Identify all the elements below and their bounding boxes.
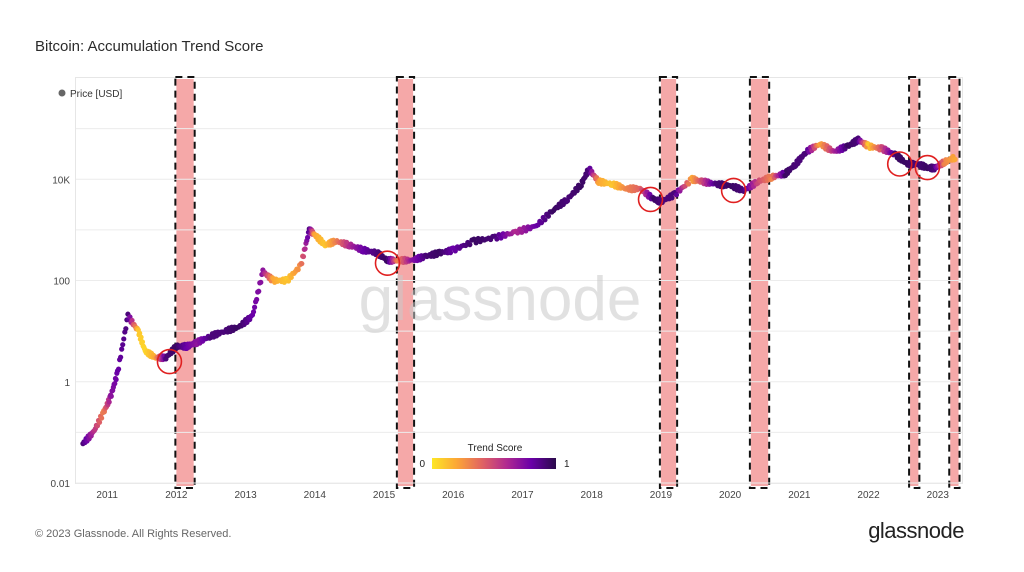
price-point-interp	[118, 354, 124, 360]
price-point-interp	[498, 235, 504, 241]
price-point-interp	[494, 236, 500, 242]
price-point-interp	[250, 309, 257, 315]
x-tick-label: 2018	[581, 490, 604, 501]
price-point-interp	[515, 230, 521, 236]
price-point-interp	[288, 274, 294, 281]
x-tick-label: 2012	[165, 490, 188, 501]
price-point-interp	[523, 228, 529, 234]
price-point-interp	[112, 380, 118, 387]
x-tick-label: 2016	[442, 490, 465, 501]
price-point	[952, 156, 958, 162]
price-point-interp	[669, 195, 675, 201]
price-point-interp	[119, 346, 125, 352]
price-point-interp	[452, 248, 458, 254]
price-point-interp	[121, 336, 127, 342]
x-tick-label: 2019	[650, 490, 673, 501]
colorbar-gradient	[432, 458, 556, 469]
price-point-interp	[299, 261, 305, 267]
shaded-period-2	[660, 79, 677, 486]
price-point-interp	[137, 330, 143, 336]
legend-series-name[interactable]: Price [USD]	[70, 89, 122, 100]
shaded-period-1	[397, 79, 414, 486]
price-point-interp	[357, 244, 364, 250]
shaded-period-5	[950, 79, 959, 486]
highlight-circle-2	[637, 186, 664, 213]
highlight-circle-4	[886, 151, 913, 177]
price-point	[564, 198, 571, 204]
price-point-interp	[139, 339, 146, 345]
price-point-interp	[542, 217, 548, 223]
price-point-interp	[538, 220, 545, 226]
x-tick-label: 2015	[373, 490, 396, 501]
highlight-circle-3	[720, 177, 747, 204]
copyright-text: © 2023 Glassnode. All Rights Reserved.	[35, 528, 232, 540]
legend-dot-icon	[58, 89, 66, 97]
x-tick-label: 2013	[234, 490, 257, 501]
price-point-interp	[285, 278, 292, 284]
price-point-interp	[673, 192, 680, 198]
price-point-interp	[302, 246, 308, 252]
price-point-interp	[106, 399, 112, 405]
x-tick-label: 2022	[857, 490, 880, 501]
price-point-interp	[256, 288, 262, 294]
price-point-interp	[138, 334, 144, 340]
price-point-interp	[113, 376, 119, 383]
price-point-interp	[467, 242, 473, 248]
x-tick-label: 2014	[304, 490, 327, 501]
shaded-period-border-4	[908, 76, 921, 489]
shaded-period-border-5	[948, 76, 961, 489]
chart-title: Bitcoin: Accumulation Trend Score	[35, 38, 264, 55]
price-point-interp	[108, 393, 114, 399]
price-point-interp	[123, 326, 129, 332]
shaded-period-3	[750, 79, 769, 486]
x-tick-label: 2021	[788, 490, 811, 501]
price-point-interp	[129, 317, 135, 324]
x-tick-label: 2017	[511, 490, 534, 501]
highlight-circle-1	[374, 250, 401, 276]
colorbar-max-label: 1	[564, 459, 570, 470]
shaded-period-border-2	[658, 76, 679, 489]
watermark: glassnode	[359, 265, 642, 334]
y-tick-label: 100	[53, 277, 70, 288]
price-point-interp	[254, 296, 260, 303]
shaded-period-0	[176, 79, 194, 486]
y-tick-label: 0.01	[51, 479, 71, 490]
x-tick-label: 2020	[719, 490, 742, 501]
colorbar-min-label: 0	[419, 459, 425, 470]
brand-logo: glassnode	[868, 518, 964, 543]
shaded-period-border-1	[395, 76, 416, 489]
price-point-interp	[473, 240, 479, 246]
y-tick-label: 1	[64, 378, 70, 389]
colorbar-title: Trend Score	[468, 443, 523, 454]
shaded-period-4	[910, 79, 919, 486]
highlight-circle-5	[914, 154, 941, 181]
price-point-interp	[305, 234, 311, 241]
price-point-interp	[258, 279, 264, 285]
price-point-interp	[99, 415, 105, 421]
price-point-interp	[447, 250, 454, 256]
price-point-interp	[300, 253, 307, 260]
price-point-interp	[251, 304, 258, 310]
price-point-interp	[295, 267, 301, 273]
price-point-interp	[545, 213, 552, 219]
price-point-interp	[519, 229, 525, 235]
price-point-interp	[96, 419, 103, 425]
x-tick-label: 2011	[96, 490, 118, 501]
price-point-interp	[115, 366, 122, 372]
price-point-interp	[344, 239, 350, 245]
x-tick-label: 2023	[927, 490, 950, 501]
price-point-interp	[120, 342, 126, 348]
price-point-interp	[685, 181, 692, 187]
y-tick-label: 10K	[52, 175, 70, 186]
highlight-circle-0	[156, 348, 183, 375]
